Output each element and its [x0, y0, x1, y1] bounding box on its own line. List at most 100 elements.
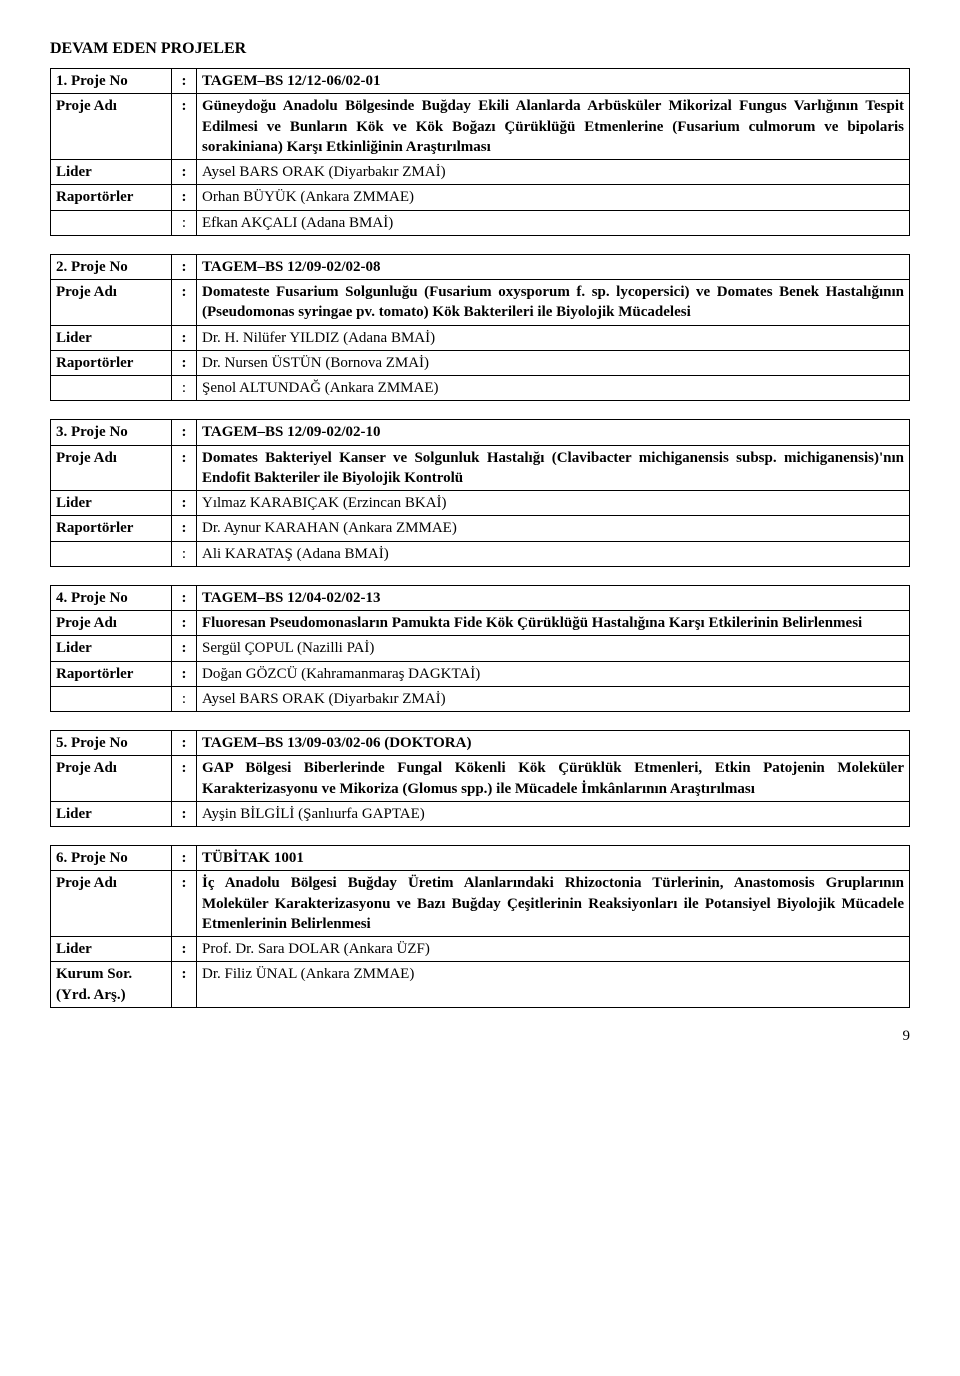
section-title: DEVAM EDEN PROJELER [50, 40, 910, 58]
project-table: 6. Proje No:TÜBİTAK 1001Proje Adı:İç Ana… [50, 845, 910, 1008]
row-label [51, 376, 172, 401]
table-row: Lider:Aysel BARS ORAK (Diyarbakır ZMAİ) [51, 160, 910, 185]
table-row: 2. Proje No:TAGEM–BS 12/09-02/02-08 [51, 254, 910, 279]
row-label: Raportörler [51, 516, 172, 541]
row-colon: : [172, 516, 197, 541]
page-number: 9 [50, 1028, 910, 1045]
row-value: Doğan GÖZCÜ (Kahramanmaraş DAGKTAİ) [197, 661, 910, 686]
row-value: Domateste Fusarium Solgunluğu (Fusarium … [197, 280, 910, 326]
row-label: Proje Adı [51, 611, 172, 636]
project-table: 1. Proje No:TAGEM–BS 12/12-06/02-01Proje… [50, 68, 910, 236]
row-value: Yılmaz KARABIÇAK (Erzincan BKAİ) [197, 491, 910, 516]
row-value: Domates Bakteriyel Kanser ve Solgunluk H… [197, 445, 910, 491]
row-label: Proje Adı [51, 445, 172, 491]
row-label: Kurum Sor. (Yrd. Arş.) [51, 962, 172, 1008]
table-row: Lider:Sergül ÇOPUL (Nazilli PAİ) [51, 636, 910, 661]
row-colon: : [172, 611, 197, 636]
table-row: Raportörler:Dr. Aynur KARAHAN (Ankara ZM… [51, 516, 910, 541]
row-colon: : [172, 491, 197, 516]
row-value: Dr. Nursen ÜSTÜN (Bornova ZMAİ) [197, 350, 910, 375]
row-value: TAGEM–BS 12/04-02/02-13 [197, 585, 910, 610]
table-row: Lider:Dr. H. Nilüfer YILDIZ (Adana BMAİ) [51, 325, 910, 350]
table-row: 3. Proje No:TAGEM–BS 12/09-02/02-10 [51, 420, 910, 445]
row-colon: : [172, 756, 197, 802]
table-row: :Ali KARATAŞ (Adana BMAİ) [51, 541, 910, 566]
table-row: 5. Proje No:TAGEM–BS 13/09-03/02-06 (DOK… [51, 731, 910, 756]
table-row: Proje Adı:Domateste Fusarium Solgunluğu … [51, 280, 910, 326]
row-colon: : [172, 254, 197, 279]
table-row: 1. Proje No:TAGEM–BS 12/12-06/02-01 [51, 69, 910, 94]
row-label: Proje Adı [51, 871, 172, 937]
row-label: Proje Adı [51, 94, 172, 160]
row-label: 2. Proje No [51, 254, 172, 279]
table-row: Proje Adı:GAP Bölgesi Biberlerinde Funga… [51, 756, 910, 802]
row-value: İç Anadolu Bölgesi Buğday Üretim Alanlar… [197, 871, 910, 937]
row-value: Prof. Dr. Sara DOLAR (Ankara ÜZF) [197, 937, 910, 962]
row-label: Lider [51, 636, 172, 661]
row-value: TAGEM–BS 12/09-02/02-08 [197, 254, 910, 279]
table-row: Raportörler:Doğan GÖZCÜ (Kahramanmaraş D… [51, 661, 910, 686]
row-label: 5. Proje No [51, 731, 172, 756]
table-row: Raportörler:Dr. Nursen ÜSTÜN (Bornova ZM… [51, 350, 910, 375]
row-label: 1. Proje No [51, 69, 172, 94]
row-value: Fluoresan Pseudomonasların Pamukta Fide … [197, 611, 910, 636]
row-colon: : [172, 846, 197, 871]
row-colon: : [172, 686, 197, 711]
row-value: TAGEM–BS 13/09-03/02-06 (DOKTORA) [197, 731, 910, 756]
row-label: Lider [51, 160, 172, 185]
row-value: Güneydoğu Anadolu Bölgesinde Buğday Ekil… [197, 94, 910, 160]
tables-container: 1. Proje No:TAGEM–BS 12/12-06/02-01Proje… [50, 68, 910, 1008]
row-label: Proje Adı [51, 756, 172, 802]
row-label: Lider [51, 937, 172, 962]
row-label: Raportörler [51, 185, 172, 210]
table-row: Kurum Sor. (Yrd. Arş.):Dr. Filiz ÜNAL (A… [51, 962, 910, 1008]
row-label: Lider [51, 491, 172, 516]
row-label: Raportörler [51, 350, 172, 375]
row-colon: : [172, 871, 197, 937]
table-row: Lider:Ayşin BİLGİLİ (Şanlıurfa GAPTAE) [51, 801, 910, 826]
row-label: Lider [51, 325, 172, 350]
row-value: Efkan AKÇALI (Adana BMAİ) [197, 210, 910, 235]
row-value: Dr. H. Nilüfer YILDIZ (Adana BMAİ) [197, 325, 910, 350]
row-colon: : [172, 160, 197, 185]
row-colon: : [172, 661, 197, 686]
table-row: Lider:Prof. Dr. Sara DOLAR (Ankara ÜZF) [51, 937, 910, 962]
row-colon: : [172, 636, 197, 661]
row-value: TAGEM–BS 12/09-02/02-10 [197, 420, 910, 445]
row-label: 3. Proje No [51, 420, 172, 445]
row-colon: : [172, 69, 197, 94]
row-colon: : [172, 937, 197, 962]
table-row: Proje Adı:Güneydoğu Anadolu Bölgesinde B… [51, 94, 910, 160]
table-row: 6. Proje No:TÜBİTAK 1001 [51, 846, 910, 871]
row-value: Dr. Filiz ÜNAL (Ankara ZMMAE) [197, 962, 910, 1008]
row-colon: : [172, 94, 197, 160]
row-colon: : [172, 325, 197, 350]
row-label [51, 541, 172, 566]
row-label [51, 210, 172, 235]
row-value: Ali KARATAŞ (Adana BMAİ) [197, 541, 910, 566]
row-label: Raportörler [51, 661, 172, 686]
row-colon: : [172, 962, 197, 1008]
row-colon: : [172, 210, 197, 235]
row-value: TAGEM–BS 12/12-06/02-01 [197, 69, 910, 94]
row-value: Aysel BARS ORAK (Diyarbakır ZMAİ) [197, 686, 910, 711]
row-value: Sergül ÇOPUL (Nazilli PAİ) [197, 636, 910, 661]
row-label [51, 686, 172, 711]
row-colon: : [172, 376, 197, 401]
project-table: 4. Proje No:TAGEM–BS 12/04-02/02-13Proje… [50, 585, 910, 712]
row-label: 6. Proje No [51, 846, 172, 871]
row-value: GAP Bölgesi Biberlerinde Fungal Kökenli … [197, 756, 910, 802]
table-row: :Aysel BARS ORAK (Diyarbakır ZMAİ) [51, 686, 910, 711]
row-value: TÜBİTAK 1001 [197, 846, 910, 871]
table-row: Lider:Yılmaz KARABIÇAK (Erzincan BKAİ) [51, 491, 910, 516]
row-label: 4. Proje No [51, 585, 172, 610]
row-value: Dr. Aynur KARAHAN (Ankara ZMMAE) [197, 516, 910, 541]
table-row: Proje Adı:Domates Bakteriyel Kanser ve S… [51, 445, 910, 491]
row-colon: : [172, 420, 197, 445]
row-value: Orhan BÜYÜK (Ankara ZMMAE) [197, 185, 910, 210]
project-table: 3. Proje No:TAGEM–BS 12/09-02/02-10Proje… [50, 419, 910, 567]
row-colon: : [172, 350, 197, 375]
row-value: Şenol ALTUNDAĞ (Ankara ZMMAE) [197, 376, 910, 401]
row-colon: : [172, 585, 197, 610]
table-row: 4. Proje No:TAGEM–BS 12/04-02/02-13 [51, 585, 910, 610]
